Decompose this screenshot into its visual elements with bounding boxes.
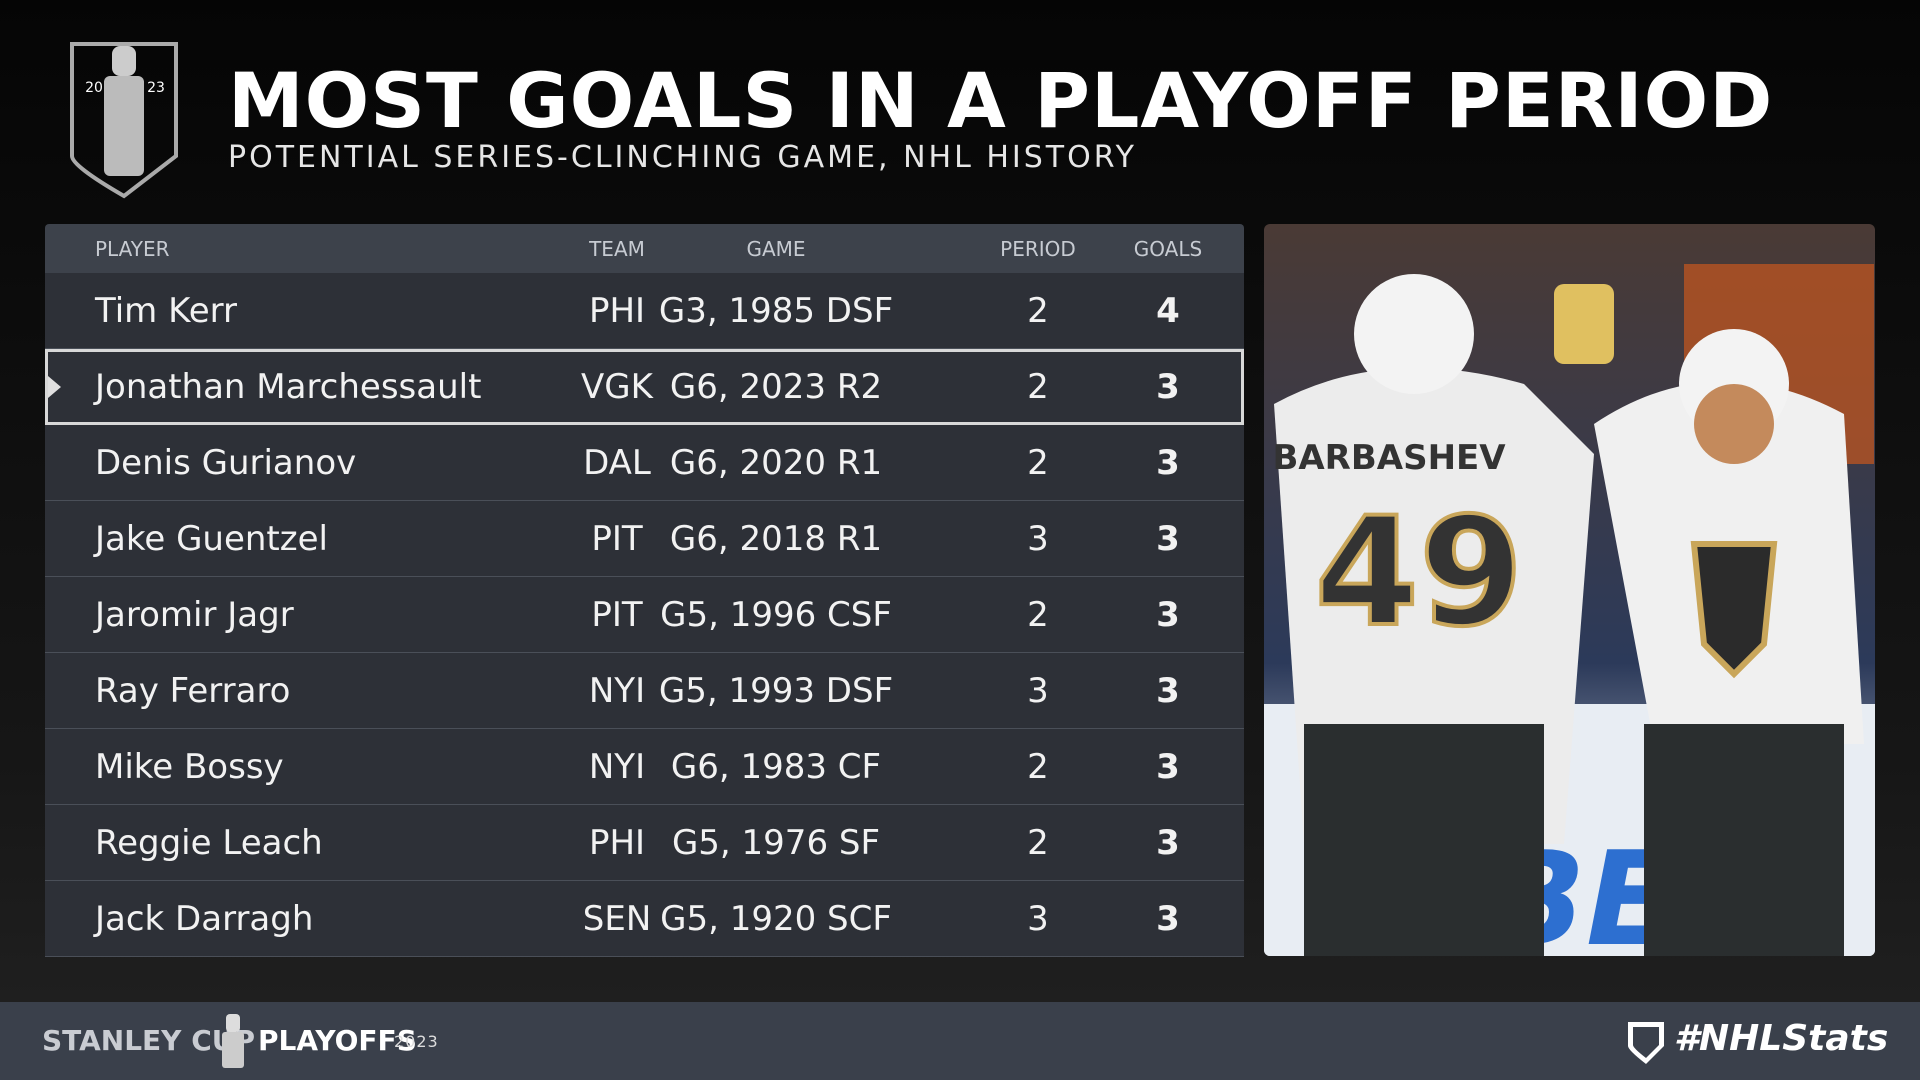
- table-cell: G3, 1985 DSF: [658, 290, 894, 331]
- column-header: PLAYER: [95, 236, 170, 261]
- jersey-name: BARBASHEV: [1272, 438, 1506, 478]
- table-row: Denis Gurianov DAL G6, 2020 R1 2 3: [45, 425, 1244, 501]
- column-header: TEAM: [589, 236, 645, 261]
- table-row: Tim Kerr PHI G3, 1985 DSF 2 4: [45, 273, 1244, 349]
- column-header: GAME: [746, 236, 806, 261]
- table-cell: NYI: [588, 746, 646, 787]
- table-cell: Reggie Leach: [95, 822, 323, 863]
- table-cell: 3: [1156, 822, 1180, 863]
- table-cell: 3: [1156, 898, 1180, 939]
- footer-year: 2023: [394, 1032, 439, 1051]
- table-cell: PIT: [591, 594, 643, 635]
- table-cell: SEN: [582, 898, 652, 939]
- table-cell: VGK: [581, 366, 653, 407]
- table-cell: 2: [1027, 366, 1049, 407]
- column-header: GOALS: [1133, 236, 1203, 261]
- subtitle: POTENTIAL SERIES-CLINCHING GAME, NHL HIS…: [228, 140, 1137, 175]
- table-cell: 2: [1027, 290, 1049, 331]
- table-cell: Denis Gurianov: [95, 442, 357, 483]
- table-cell: 3: [1027, 518, 1049, 559]
- table-cell: 2: [1027, 594, 1049, 635]
- footer-brand: STANLEY CUP: [42, 1024, 255, 1057]
- footer-event: PLAYOFFS: [258, 1024, 417, 1057]
- table-row: Ray Ferraro NYI G5, 1993 DSF 3 3: [45, 653, 1244, 729]
- table-cell: NYI: [588, 670, 646, 711]
- table-row: Jack Darragh SEN G5, 1920 SCF 3 3: [45, 881, 1244, 957]
- table-row: Jaromir Jagr PIT G5, 1996 CSF 2 3: [45, 577, 1244, 653]
- logo-year: 20: [85, 80, 103, 96]
- table: PLAYER TEAM GAME PERIOD GOALS Tim Kerr PHI G3, …: [45, 224, 1244, 957]
- table-cell: G6, 2018 R1: [669, 518, 883, 559]
- table-cell: 2: [1027, 746, 1049, 787]
- table-cell: Jack Darragh: [95, 898, 314, 939]
- table-cell: Jonathan Marchessault: [95, 366, 482, 407]
- table-cell: PHI: [588, 290, 646, 331]
- table-cell: PIT: [591, 518, 643, 559]
- table-cell: Tim Kerr: [95, 290, 237, 331]
- table-cell: 3: [1156, 594, 1180, 635]
- table-cell: 3: [1156, 366, 1180, 407]
- table-cell: G5, 1996 CSF: [660, 594, 892, 635]
- table-cell: PHI: [588, 822, 646, 863]
- hashtag: #NHLStats: [1674, 1018, 1889, 1059]
- table-cell: 2: [1027, 442, 1049, 483]
- table-cell: G5, 1920 SCF: [660, 898, 892, 939]
- table-cell: 4: [1156, 290, 1180, 331]
- photo: LBE BARBASHEV 49: [1264, 224, 1875, 956]
- photo-art: LBE BARBASHEV 49: [1264, 224, 1875, 956]
- cup-icon: [222, 1014, 244, 1068]
- column-header: PERIOD: [1000, 236, 1076, 261]
- table-cell: G5, 1993 DSF: [658, 670, 894, 711]
- table-cell: 3: [1156, 518, 1180, 559]
- table-cell: 3: [1156, 670, 1180, 711]
- table-cell: Jaromir Jagr: [95, 594, 294, 635]
- table-cell: 3: [1027, 898, 1049, 939]
- table-cell: Ray Ferraro: [95, 670, 291, 711]
- table-cell: 3: [1156, 746, 1180, 787]
- table-cell: Mike Bossy: [95, 746, 284, 787]
- table-cell: 3: [1156, 442, 1180, 483]
- table-cell: 3: [1027, 670, 1049, 711]
- jersey-number: 49: [1315, 486, 1524, 660]
- logo-year: 23: [147, 80, 165, 96]
- table-cell: G5, 1976 SF: [671, 822, 881, 863]
- table-row: Jake Guentzel PIT G6, 2018 R1 3 3: [45, 501, 1244, 577]
- table-cell: G6, 1983 CF: [670, 746, 882, 787]
- nhl-shield: [1628, 1022, 1664, 1064]
- title: MOST GOALS IN A PLAYOFF PERIOD: [228, 56, 1774, 145]
- cup-logo: 20 23: [70, 42, 178, 199]
- table-cell: 2: [1027, 822, 1049, 863]
- table-cell: G6, 2023 R2: [669, 366, 883, 407]
- table-header: PLAYER TEAM GAME PERIOD GOALS: [45, 224, 1244, 273]
- footer: STANLEY CUP PLAYOFFS 2023 #NHLStats: [0, 1002, 1920, 1080]
- table-row: Mike Bossy NYI G6, 1983 CF 2 3: [45, 729, 1244, 805]
- row-marker: [48, 376, 61, 398]
- table-cell: DAL: [583, 442, 651, 483]
- table-row: Jonathan Marchessault VGK G6, 2023 R2 2 3: [45, 349, 1244, 425]
- table-cell: G6, 2020 R1: [669, 442, 883, 483]
- table-cell: Jake Guentzel: [95, 518, 328, 559]
- table-row: Reggie Leach PHI G5, 1976 SF 2 3: [45, 805, 1244, 881]
